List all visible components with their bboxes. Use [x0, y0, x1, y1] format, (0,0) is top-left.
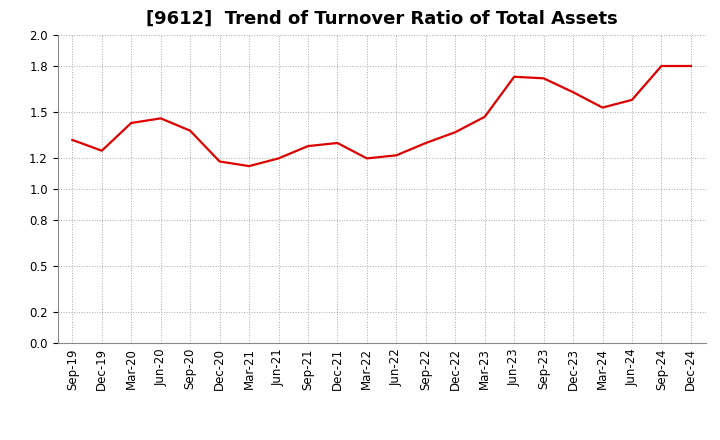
Title: [9612]  Trend of Turnover Ratio of Total Assets: [9612] Trend of Turnover Ratio of Total …	[145, 10, 618, 28]
